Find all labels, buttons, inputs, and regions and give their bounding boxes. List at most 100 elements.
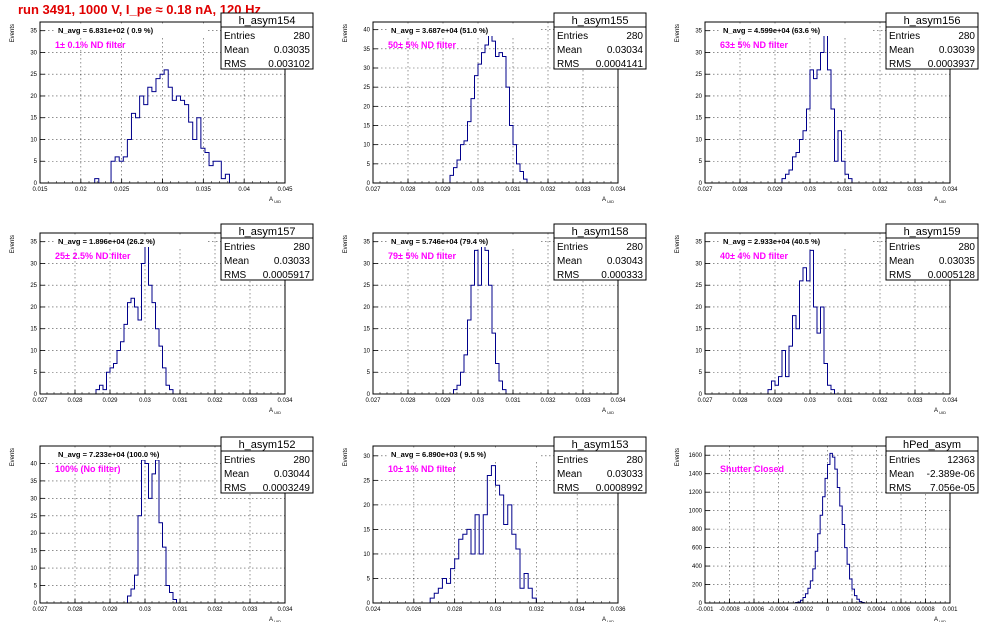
stats-label: RMS <box>224 270 247 281</box>
y-tick-label: 15 <box>695 116 702 122</box>
grid <box>40 233 285 394</box>
stats-box <box>220 436 314 494</box>
stats-label: RMS <box>557 483 580 494</box>
stats-label: RMS <box>889 59 912 70</box>
x-tick-label: 0.03 <box>472 187 484 193</box>
x-tick-label: 0.028 <box>400 187 416 193</box>
stats-label: Entries <box>557 242 588 253</box>
x-tick-label: 0.03 <box>490 607 502 613</box>
histogram-panel-h_asym152: 0.027 0.028 0.029 0.03 0.031 0.032 0.033 0.034 0… <box>10 436 314 622</box>
y-tick-label: 5 <box>367 576 371 582</box>
stats-value: 0.000333 <box>601 270 643 281</box>
histogram-panel-hPed_asym: -0.001 -0.0008 -0.0006 -0.0004 -0.0002 0 0.000… <box>675 436 979 622</box>
x-tick-label: 0.033 <box>575 398 591 404</box>
x-tick-label: 0.03 <box>139 607 151 613</box>
y-tick-label: 1200 <box>689 490 703 496</box>
stats-label: Mean <box>557 256 582 267</box>
stats-value: 0.03034 <box>607 45 644 56</box>
navg-label: N_avg = 6.831e+02 ( 0.9 %) <box>58 26 154 35</box>
stats-value: 0.03043 <box>607 256 644 267</box>
stats-value: 0.03033 <box>607 469 644 480</box>
stats-label: Entries <box>224 242 255 253</box>
x-tick-label: 0.015 <box>32 187 48 193</box>
x-tick-label: 0.0006 <box>892 607 911 613</box>
x-axis-label: A UID <box>269 197 281 204</box>
stats-box <box>885 12 979 70</box>
plot-frame <box>704 21 951 184</box>
stats-value: 12363 <box>947 455 975 466</box>
histogram-line <box>795 452 865 604</box>
stats-value: 280 <box>626 242 643 253</box>
stats-box <box>885 223 979 281</box>
y-tick-label: 0 <box>367 392 371 398</box>
y-tick-label: 15 <box>363 327 370 333</box>
y-axis-label: Events <box>343 235 349 253</box>
filter-label: 1± 0.1% ND filter <box>55 40 126 50</box>
x-tick-label: 0.032 <box>540 187 556 193</box>
x-tick-label: 0.027 <box>697 187 713 193</box>
x-tick-label: 0.02 <box>75 187 87 193</box>
y-tick-label: 5 <box>699 159 703 165</box>
filter-label: 100% (No filter) <box>55 464 121 474</box>
y-tick-label: 5 <box>699 370 703 376</box>
x-tick-label: 0.03 <box>139 398 151 404</box>
grid <box>40 22 285 183</box>
x-tick-label: 0.028 <box>732 398 748 404</box>
filter-label: 25± 2.5% ND filter <box>55 251 131 261</box>
x-tick-label: 0.033 <box>907 398 923 404</box>
histogram-name: h_asym156 <box>904 15 961 27</box>
stats-value: 280 <box>293 455 310 466</box>
y-tick-label: 35 <box>695 29 702 35</box>
filter-label: 40± 4% ND filter <box>720 251 788 261</box>
y-axis-label: Events <box>675 448 681 466</box>
navg-background <box>389 236 539 247</box>
x-tick-label: 0.032 <box>872 187 888 193</box>
x-axis-label: A UID <box>602 197 614 204</box>
y-tick-label: 15 <box>30 549 37 555</box>
stats-value: 0.0004141 <box>596 59 644 70</box>
histogram-line <box>453 236 507 394</box>
y-tick-label: 10 <box>30 566 37 572</box>
x-tick-label: 0.024 <box>365 607 381 613</box>
y-tick-label: 1400 <box>689 472 703 478</box>
navg-background <box>56 449 206 460</box>
y-tick-label: 30 <box>30 496 37 502</box>
histogram-panel-h_asym153: 0.024 0.026 0.028 0.03 0.032 0.034 0.036 0 5 10 15… <box>343 436 647 622</box>
y-tick-label: 25 <box>30 283 37 289</box>
x-tick-label: 0.031 <box>172 607 188 613</box>
navg-label: N_avg = 4.599e+04 (63.6 %) <box>723 26 821 35</box>
x-tick-label: 0.03 <box>472 398 484 404</box>
y-axis-label: Events <box>10 448 16 466</box>
stats-value: 280 <box>626 31 643 42</box>
y-tick-label: 20 <box>363 305 370 311</box>
y-tick-label: 5 <box>34 159 38 165</box>
x-axis-label: A UID <box>269 617 281 622</box>
x-axis-label: A UID <box>934 197 946 204</box>
navg-background <box>56 236 206 247</box>
y-tick-label: 35 <box>30 240 37 246</box>
stats-label: RMS <box>889 483 912 494</box>
y-tick-label: 20 <box>30 531 37 537</box>
filter-label: 79± 5% ND filter <box>388 251 456 261</box>
y-tick-label: 30 <box>695 261 702 267</box>
navg-background <box>389 25 539 36</box>
y-tick-label: 10 <box>695 348 702 354</box>
x-tick-label: 0.034 <box>942 187 958 193</box>
stats-value: 0.0005128 <box>928 270 976 281</box>
histogram-line <box>127 459 177 603</box>
navg-background <box>721 25 871 36</box>
stats-label: RMS <box>224 483 247 494</box>
x-tick-label: 0.032 <box>540 398 556 404</box>
stats-value: 0.0003937 <box>928 59 976 70</box>
y-tick-label: 10 <box>30 137 37 143</box>
x-tick-label: 0.031 <box>505 187 521 193</box>
y-tick-label: 10 <box>363 348 370 354</box>
y-tick-label: 25 <box>363 85 370 91</box>
x-tick-label: 0.0008 <box>916 607 935 613</box>
stats-value: 0.03035 <box>939 256 976 267</box>
y-axis-label: Events <box>343 24 349 42</box>
x-tick-label: 0.03 <box>157 187 169 193</box>
y-tick-label: 20 <box>30 305 37 311</box>
stats-value: 0.03044 <box>274 469 311 480</box>
y-tick-label: 35 <box>30 29 37 35</box>
